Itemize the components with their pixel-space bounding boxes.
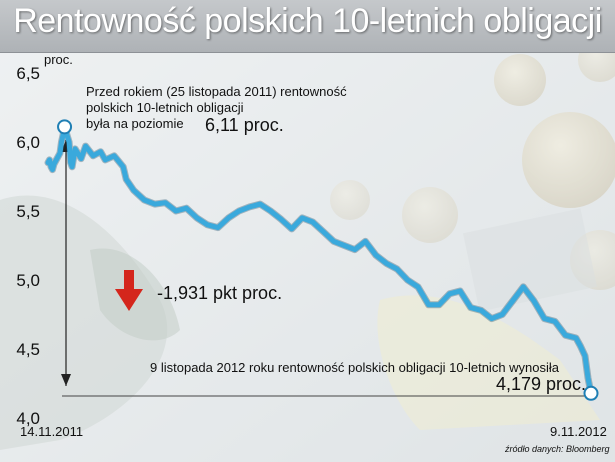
x-axis-start-label: 14.11.2011 <box>20 424 84 439</box>
y-tick-label: 4,0 <box>16 409 40 428</box>
annotation-top-line: polskich 10-letnich obligacji <box>86 100 244 115</box>
annotation-bottom-value: 4,179 proc. <box>496 374 587 394</box>
y-tick-label: 6,5 <box>16 64 40 83</box>
down-arrow-icon <box>115 270 143 311</box>
x-axis-end-label: 9.11.2012 <box>550 424 607 439</box>
y-tick-label: 5,0 <box>16 271 40 290</box>
y-axis-unit: proc. <box>44 52 73 67</box>
markers <box>57 119 599 401</box>
change-label: -1,931 pkt proc. <box>157 283 283 303</box>
annotation-bottom: 9 listopada 2012 roku rentowność polskic… <box>150 360 560 375</box>
annotation-top-line: Przed rokiem (25 listopada 2011) rentown… <box>86 84 347 99</box>
annotation-top-line: była na poziomie <box>86 116 184 131</box>
y-tick-label: 6,0 <box>16 133 40 152</box>
source-note: źródło danych: Bloomberg <box>505 444 610 454</box>
chart-title: Rentowność polskich 10-letnich obligacji <box>13 2 602 40</box>
annotation-top-value: 6,11 proc. <box>205 115 284 135</box>
point-marker <box>57 119 73 135</box>
series-line <box>45 124 594 396</box>
series-line-shadow <box>44 123 595 397</box>
annotation-top: Przed rokiem (25 listopada 2011) rentown… <box>86 84 347 132</box>
y-tick-label: 4,5 <box>16 340 40 359</box>
point-marker <box>583 385 599 401</box>
range-arrow <box>61 140 71 386</box>
y-axis-ticks: 6,5 6,0 5,5 5,0 4,5 4,0 <box>16 64 40 428</box>
y-tick-label: 5,5 <box>16 202 40 221</box>
title-bar: Rentowność polskich 10-letnich obligacji <box>0 0 615 53</box>
